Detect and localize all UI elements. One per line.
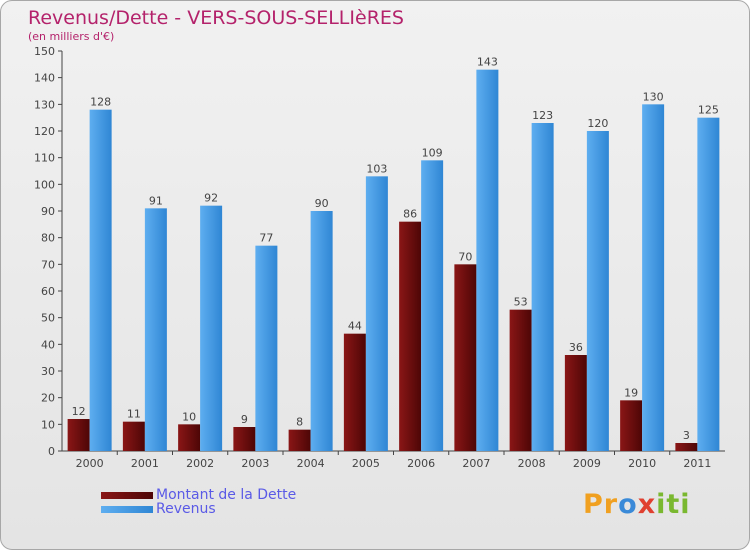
x-tick-label: 2011 bbox=[683, 457, 711, 470]
data-label-revenus: 91 bbox=[149, 194, 163, 207]
data-label-revenus: 120 bbox=[587, 117, 608, 130]
data-label-revenus: 128 bbox=[90, 96, 111, 109]
x-tick-label: 2005 bbox=[352, 457, 380, 470]
bar-revenus bbox=[200, 205, 223, 451]
bar-revenus bbox=[89, 109, 112, 452]
bar-revenus bbox=[144, 208, 167, 451]
bar-debt bbox=[288, 429, 311, 451]
chart-title: Revenus/Dette - VERS-SOUS-SELLIèRES bbox=[28, 7, 404, 29]
bar-revenus bbox=[310, 211, 333, 451]
data-label-debt: 3 bbox=[683, 429, 690, 442]
bar-debt bbox=[122, 421, 145, 451]
data-label-revenus: 92 bbox=[204, 192, 218, 205]
x-tick-label: 2003 bbox=[241, 457, 269, 470]
y-tick-label: 40 bbox=[41, 338, 55, 351]
data-label-revenus: 143 bbox=[477, 56, 498, 69]
y-tick-label: 0 bbox=[48, 445, 55, 458]
x-tick-label: 2010 bbox=[628, 457, 656, 470]
y-tick-label: 140 bbox=[34, 72, 55, 85]
y-tick-label: 60 bbox=[41, 285, 55, 298]
x-tick-label: 2000 bbox=[76, 457, 104, 470]
data-label-debt: 53 bbox=[514, 296, 528, 309]
legend-swatch-revenus bbox=[101, 506, 153, 513]
y-tick-label: 20 bbox=[41, 392, 55, 405]
y-tick-label: 150 bbox=[34, 45, 55, 58]
bar-debt bbox=[454, 264, 477, 451]
bar-revenus bbox=[421, 160, 444, 452]
bar-debt bbox=[67, 419, 90, 451]
bar-debt bbox=[343, 333, 366, 451]
data-label-revenus: 103 bbox=[366, 162, 387, 175]
y-tick-label: 10 bbox=[41, 418, 55, 431]
data-label-revenus: 130 bbox=[643, 90, 664, 103]
data-label-debt: 9 bbox=[241, 413, 248, 426]
logo-letter: i bbox=[680, 489, 691, 520]
y-tick-label: 30 bbox=[41, 365, 55, 378]
logo-letter: P bbox=[583, 489, 604, 520]
data-label-revenus: 77 bbox=[259, 232, 273, 245]
data-label-debt: 19 bbox=[624, 386, 638, 399]
logo-letter: o bbox=[618, 489, 638, 520]
y-tick-label: 50 bbox=[41, 312, 55, 325]
bar-revenus bbox=[642, 104, 665, 451]
y-tick-label: 100 bbox=[34, 178, 55, 191]
x-tick-label: 2006 bbox=[407, 457, 435, 470]
data-label-revenus: 125 bbox=[698, 104, 719, 117]
y-tick-label: 130 bbox=[34, 98, 55, 111]
legend-label-debt: Montant de la Dette bbox=[156, 487, 297, 503]
chart-subtitle: (en milliers d'€) bbox=[28, 30, 115, 43]
data-label-revenus: 123 bbox=[532, 109, 553, 122]
data-label-debt: 11 bbox=[127, 408, 141, 421]
bar-debt bbox=[399, 221, 422, 451]
data-label-debt: 10 bbox=[182, 410, 196, 423]
data-label-debt: 36 bbox=[569, 341, 583, 354]
proxiti-logo: Proxiti bbox=[583, 489, 691, 520]
bar-debt bbox=[675, 443, 698, 451]
data-label-debt: 12 bbox=[72, 405, 86, 418]
y-tick-label: 90 bbox=[41, 205, 55, 218]
y-tick-label: 70 bbox=[41, 258, 55, 271]
x-tick-label: 2008 bbox=[518, 457, 546, 470]
bar-debt bbox=[620, 400, 643, 451]
x-tick-label: 2002 bbox=[186, 457, 214, 470]
logo-letter: r bbox=[603, 489, 619, 520]
y-tick-label: 80 bbox=[41, 232, 55, 245]
x-tick-label: 2009 bbox=[573, 457, 601, 470]
legend-swatch-debt bbox=[101, 492, 153, 499]
bar-revenus bbox=[531, 123, 554, 451]
logo-letter: i bbox=[656, 489, 667, 520]
logo-letter: x bbox=[637, 489, 657, 520]
bar-revenus bbox=[586, 131, 609, 451]
data-label-revenus: 109 bbox=[422, 146, 443, 159]
x-tick-label: 2007 bbox=[462, 457, 490, 470]
data-label-debt: 44 bbox=[348, 320, 362, 333]
legend-label-revenus: Revenus bbox=[156, 501, 216, 517]
logo-letter: t bbox=[666, 489, 681, 520]
bar-debt bbox=[509, 309, 532, 451]
bar-debt bbox=[233, 427, 256, 451]
bar-revenus bbox=[255, 245, 278, 451]
bar-revenus bbox=[697, 117, 720, 452]
x-tick-label: 2004 bbox=[297, 457, 325, 470]
bar-revenus bbox=[365, 176, 388, 452]
data-label-debt: 86 bbox=[403, 208, 417, 221]
data-label-debt: 70 bbox=[458, 250, 472, 263]
bar-debt bbox=[564, 355, 587, 451]
x-tick-label: 2001 bbox=[131, 457, 159, 470]
y-tick-label: 110 bbox=[34, 152, 55, 165]
data-label-debt: 8 bbox=[296, 416, 303, 429]
bar-revenus bbox=[476, 69, 499, 452]
data-label-revenus: 90 bbox=[315, 197, 329, 210]
bar-debt bbox=[178, 424, 201, 451]
y-tick-label: 120 bbox=[34, 125, 55, 138]
